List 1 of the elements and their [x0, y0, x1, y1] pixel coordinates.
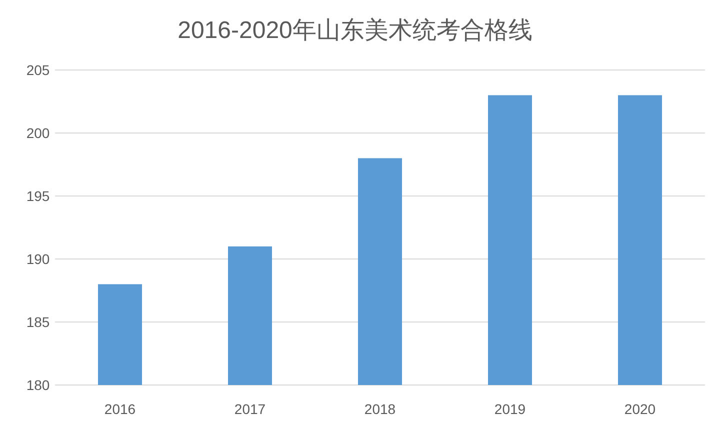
title: 2016-2020年山东美术统考合格线	[178, 17, 532, 44]
